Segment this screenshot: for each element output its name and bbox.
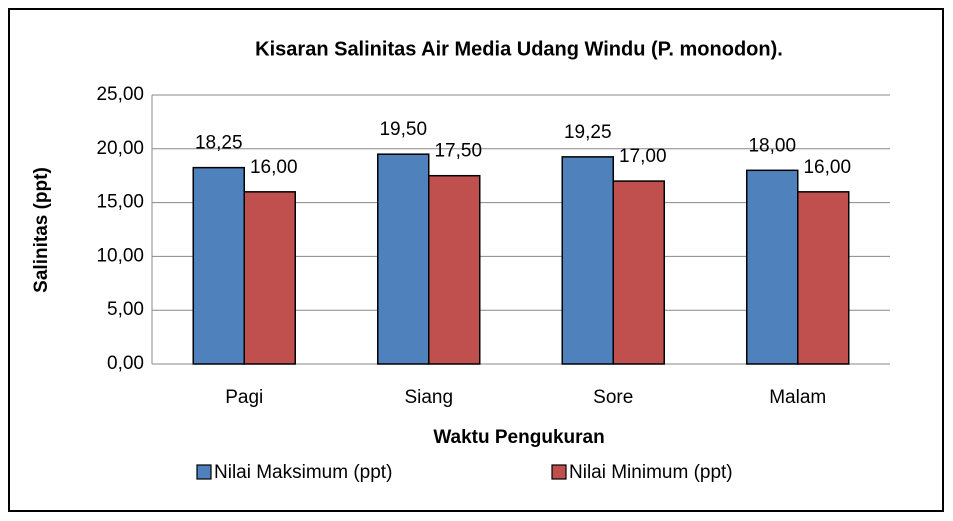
- bar: [428, 174, 481, 365]
- x-tick-label: Malam: [769, 387, 826, 408]
- x-axis-title: Waktu Pengukuran: [433, 427, 604, 448]
- data-label: 18,00: [748, 135, 796, 156]
- y-axis-title: Salinitas (ppt): [31, 167, 52, 293]
- data-label: 18,25: [195, 133, 243, 154]
- y-tick-label: 15,00: [96, 192, 144, 213]
- x-tick-label: Pagi: [225, 387, 263, 408]
- x-tick-label: Sore: [593, 387, 633, 408]
- y-tick-label: 25,00: [96, 84, 144, 105]
- data-label: 17,50: [434, 141, 482, 162]
- bar: [561, 156, 614, 365]
- y-tick-label: 20,00: [96, 138, 144, 159]
- bar: [377, 153, 430, 365]
- bar: [243, 191, 296, 365]
- legend-swatch: [196, 464, 212, 480]
- data-label: 19,25: [564, 122, 612, 143]
- bar: [746, 169, 799, 365]
- bar: [612, 180, 665, 365]
- legend-label: Nilai Maksimum (ppt): [214, 462, 392, 483]
- y-tick-label: 5,00: [107, 299, 144, 320]
- y-tick-label: 0,00: [107, 353, 144, 374]
- data-label: 19,50: [379, 119, 427, 140]
- data-label: 17,00: [619, 146, 667, 167]
- legend-swatch: [551, 464, 567, 480]
- bar: [192, 166, 245, 365]
- chart-title: Kisaran Salinitas Air Media Udang Windu …: [255, 38, 783, 60]
- x-tick-label: Siang: [404, 387, 453, 408]
- data-label: 16,00: [803, 157, 851, 178]
- data-label: 16,00: [250, 157, 298, 178]
- legend-label: Nilai Minimum (ppt): [569, 462, 733, 483]
- bar: [797, 191, 850, 365]
- y-tick-label: 10,00: [96, 245, 144, 266]
